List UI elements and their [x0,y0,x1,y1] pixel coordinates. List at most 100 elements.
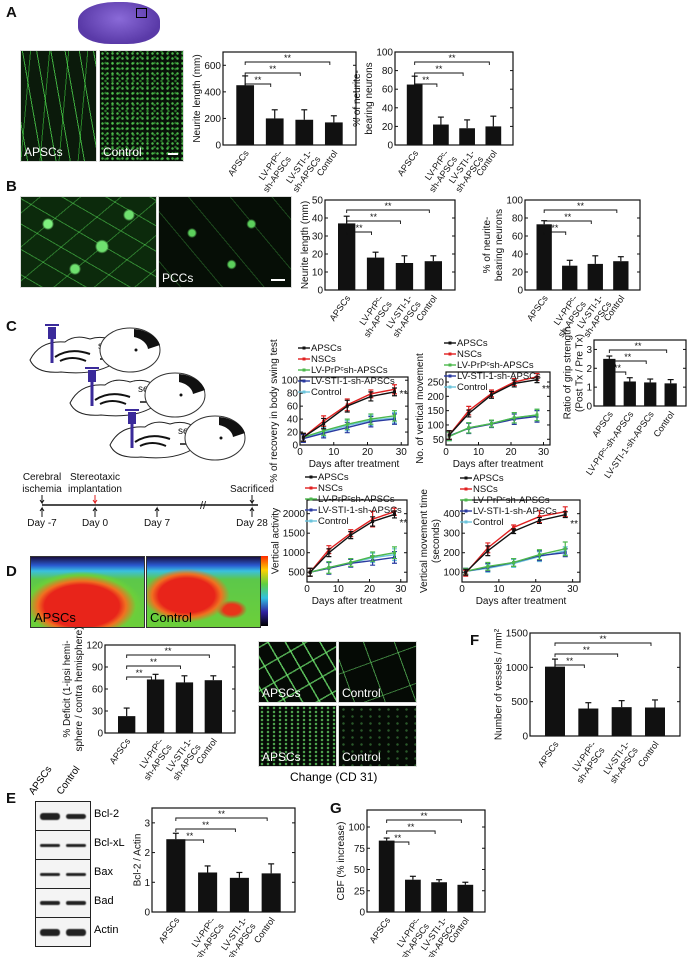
significance-label: ** [186,831,194,841]
significance-bracket [608,360,647,364]
legend-marker [302,379,306,383]
y-axis-label: Vertical activity [271,508,282,574]
y-tick-label: 30 [92,707,104,718]
text-line: Control [252,915,277,945]
significance-bracket [386,819,462,823]
y-axis-label: % of neurite-bearing neurons [352,62,375,134]
bar [611,707,632,736]
data-point [512,416,516,420]
category-label: LV-PrPᶜ-sh-APSCs [252,148,293,194]
significance-bracket [554,653,619,657]
bar [459,128,475,145]
text-line: Bcl-2 / Actin [132,834,143,887]
category-label: LV-STI-1-sh-APSCs [599,739,640,785]
data-point [512,560,516,564]
scale-bar [271,279,285,281]
y-tick-label: 60 [512,232,524,243]
x-tick-label: 10 [473,447,485,458]
significance-label: ** [566,656,574,666]
text-line: Stereotaxic [70,472,120,483]
implant-site [219,436,223,440]
bar [578,708,599,736]
significance-label: ** [583,645,591,655]
bar [378,840,395,912]
y-tick-label: 20 [312,250,324,261]
panel-label-g: G [330,800,342,817]
y-tick-label: 60 [382,85,394,96]
legend-label: Control [473,517,504,528]
data-point [537,519,541,522]
significance-label: ** [284,53,292,63]
timeline-day: Day 0 [82,518,109,529]
text-line: APSCs [107,736,132,766]
y-axis-label: Neurite length (mm) [300,201,311,289]
micrograph-f-control-1: Control [338,641,417,703]
significance-bracket [386,830,436,834]
timeline-event: Cerebral ischemia [22,472,62,495]
y-tick-label: 10 [312,268,324,279]
significance-label: ** [420,811,428,821]
significance-label: ** [448,53,456,63]
data-point [345,404,349,408]
bar [198,872,218,912]
timeline-break: // [200,500,207,512]
y-tick-label: 25 [354,886,366,897]
heatmap-control: Control [146,556,261,628]
text-line: Neurite length (mm) [192,54,203,142]
significance-label: ** [202,820,210,830]
y-tick-label: 200 [204,114,221,125]
surgery-diagram: sectionsectionsection//CerebralischemiaS… [22,324,274,529]
heatmap-apscs: APSCs [30,556,145,628]
bar [146,679,165,733]
protein-label: Bad [94,895,114,907]
text-line: No. of vertical movement [415,353,426,464]
bar [485,126,502,145]
bar [229,877,249,912]
legend-label: Control [457,382,488,393]
y-axis-label: % Deficit (1-ipsi hemi-sphere / contra h… [62,626,85,751]
micrograph-b-pccs: PCCs [158,196,292,288]
bar [261,873,281,912]
data-point [393,512,396,516]
protein-label: Bax [94,866,113,878]
syringe-icon [48,327,56,339]
brain-structure [134,435,171,447]
data-point [345,422,349,426]
x-tick-label: 20 [362,447,374,458]
blot-band-actin [35,917,91,947]
significance-label: ** [356,223,364,233]
timeline-event: Stereotaxic implantation [68,472,122,495]
data-point [371,519,375,523]
text-line: Number of vessels / mm² [494,628,505,740]
significance-bracket [244,72,301,76]
y-tick-label: 0 [317,286,323,297]
panel-label-d: D [6,563,17,580]
x-tick-label: 30 [538,447,550,458]
protein-label: Bcl-2 [94,808,120,820]
y-tick-label: 600 [204,61,221,72]
text-line: APSCs [327,293,352,323]
bar [265,118,284,145]
up-arrow-icon [39,506,45,517]
y-tick-label: 1500 [506,629,529,640]
x-axis-label: Days after treatment [309,459,400,470]
data-point [490,422,493,426]
timeline-event: Sacrificed [230,484,274,495]
y-tick-label: 20 [382,122,394,133]
y-axis-label: % of neurite-bearing neurons [482,209,505,281]
significance-label: ** [394,833,402,843]
y-axis-label: Bcl-2 / Actin [132,834,143,887]
syringe-icon [88,370,96,382]
x-axis-label: Days after treatment [476,596,567,607]
y-tick-label: 90 [92,663,104,674]
legend-marker [448,385,452,389]
protein-band [66,928,86,936]
micrograph-f-control-2: Control [338,705,417,767]
legend-marker [309,519,313,523]
text-line: Control [636,739,661,769]
significance-label: ** [634,341,642,351]
